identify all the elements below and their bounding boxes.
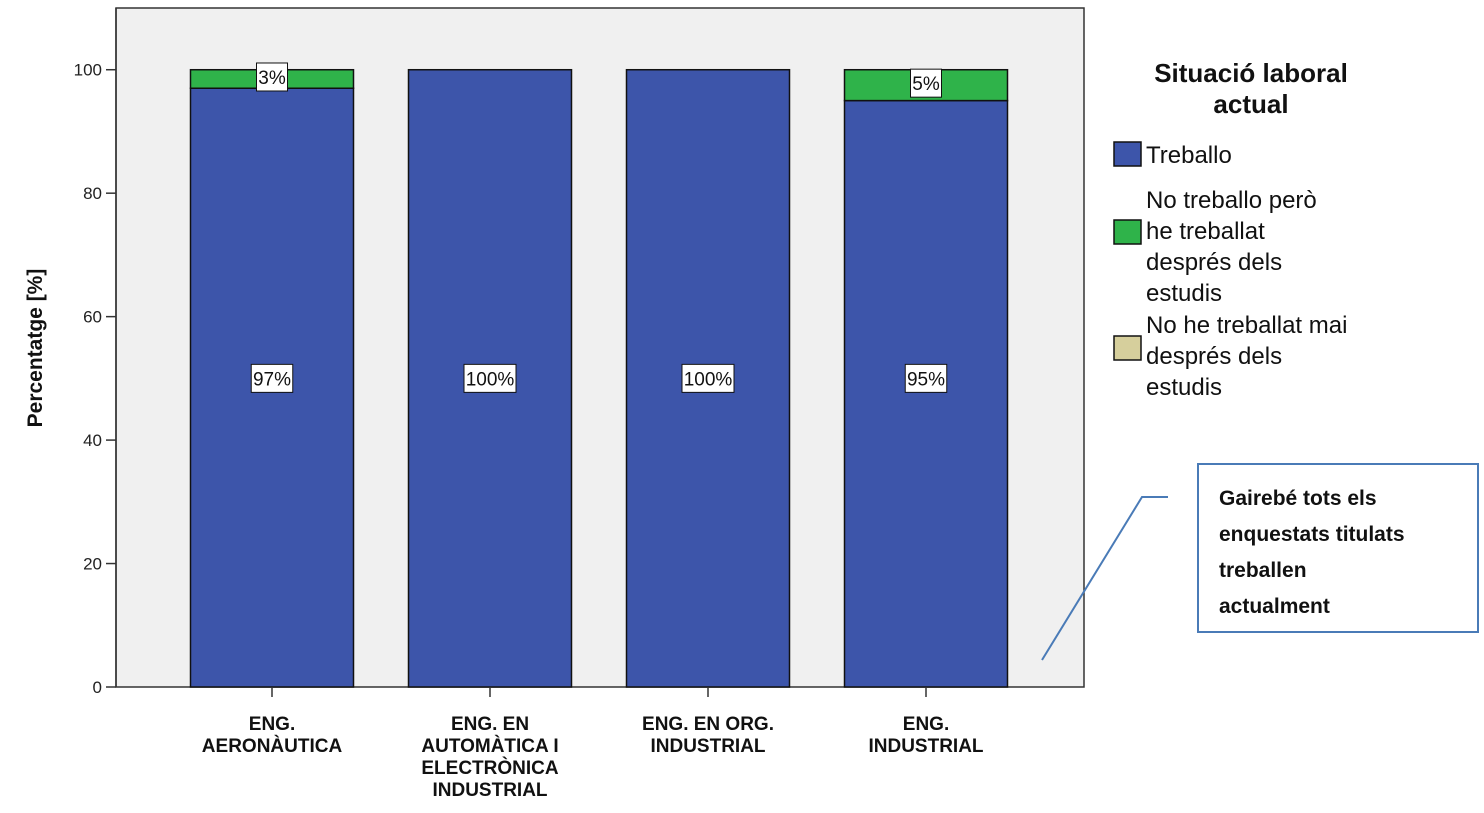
data-label-box [904,363,948,393]
data-label-box [910,68,942,98]
callout-line: actualment [1219,595,1330,618]
x-tick-label: ENG. AERONÀUTICA [202,714,343,757]
y-tick-label: 20 [83,555,102,574]
annotation-callout: Gairebé tots els enquestats titulats treba… [1197,463,1479,633]
x-tick-label: ENG. EN ORG. INDUSTRIAL [642,714,774,757]
y-axis: 0 20 40 60 80 100 [74,8,117,697]
data-label-box [256,62,288,92]
y-tick-label: 40 [83,431,102,450]
legend-swatch [1113,335,1142,361]
data-label-box [250,363,294,393]
legend-swatch [1113,219,1142,245]
data-label: 5% [912,74,940,95]
legend-entry: No he treballat mai després dels estudis [1146,312,1347,401]
data-label: 100% [466,369,515,390]
callout-line: Gairebé tots els [1219,487,1377,510]
x-tick-label: ENG. INDUSTRIAL [868,714,983,757]
y-tick-label: 60 [83,308,102,327]
data-label: 97% [253,369,291,390]
legend-entry: No treballo però he treballat després dels… [1146,187,1317,307]
legend-entry: Treballo [1146,142,1232,169]
y-axis-label: Percentatge [%] [24,269,47,428]
legend-title: Situació laboral actual [1154,58,1348,119]
callout-leader-line [1041,496,1168,661]
callout-line: treballen [1219,559,1307,582]
legend-swatch [1113,141,1142,167]
callout-line: enquestats titulats [1219,523,1405,546]
data-label-box [681,363,735,393]
data-label: 95% [907,369,945,390]
x-tick-label: ENG. EN AUTOMÀTICA I ELECTRÒNICA INDUSTRIAL [421,714,559,801]
data-label: 100% [684,369,733,390]
y-tick-label: 100 [74,61,102,80]
data-label: 3% [258,68,286,89]
bar-segment [843,99,1009,688]
y-tick-label: 80 [83,184,102,203]
x-axis: ENG. AERONÀUTICA ENG. EN AUTOMÀTICA I ELECTR… [202,687,984,801]
data-label-box [463,363,517,393]
legend: Situació laboral actual Treballo No treball… [1113,58,1348,401]
y-tick-label: 0 [93,678,102,697]
